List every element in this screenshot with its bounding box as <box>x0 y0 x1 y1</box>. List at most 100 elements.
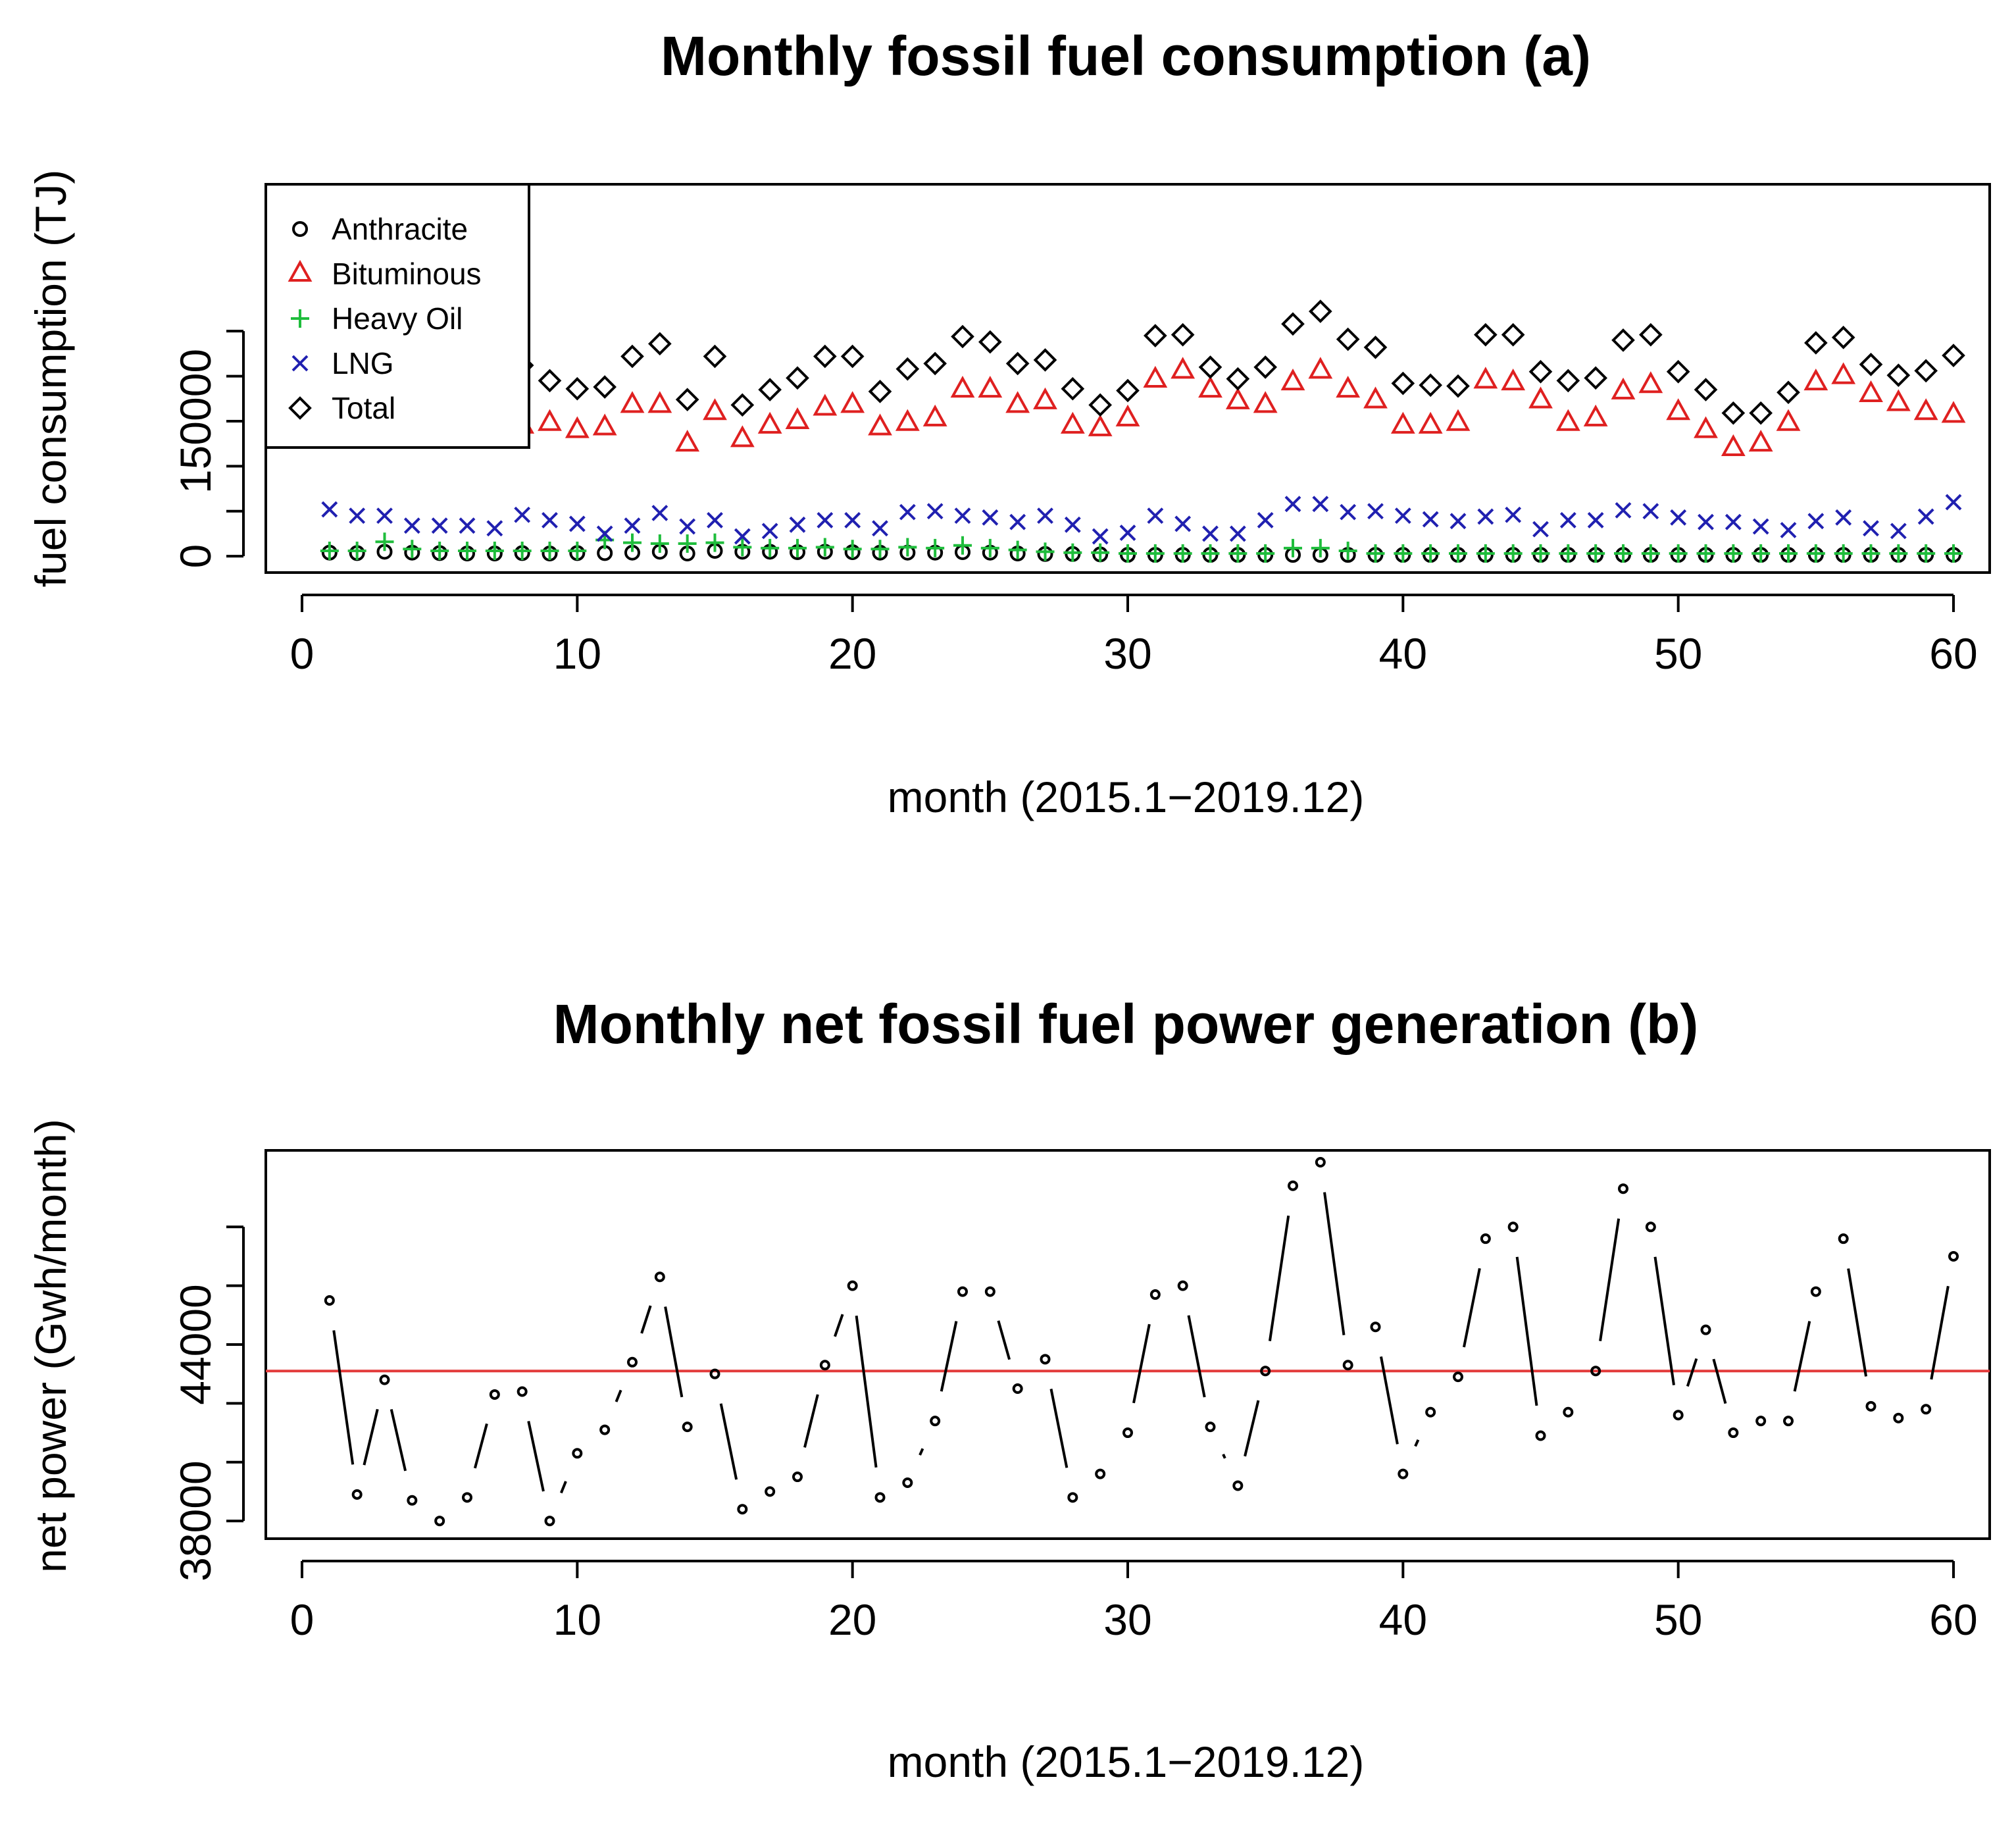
data-point <box>1225 387 1250 409</box>
data-point <box>957 1286 968 1297</box>
data-point <box>648 332 672 356</box>
series-lng <box>321 494 1962 545</box>
chart-b-x-tick-label: 50 <box>1654 1595 1702 1644</box>
data-point <box>459 517 476 534</box>
data-point <box>1453 1372 1463 1383</box>
chart-a-legend: Anthracite Bituminous Heavy Oil LNG Total <box>265 183 530 449</box>
chart-b-plot-frame <box>265 1149 1991 1540</box>
data-point <box>978 330 1002 354</box>
data-point <box>1033 387 1057 409</box>
data-point <box>624 517 641 534</box>
series-total <box>318 299 1965 425</box>
data-point <box>620 391 645 413</box>
chart-b-axes: 0 10 20 30 40 50 60 38000 44000 <box>171 1225 1978 1644</box>
data-point <box>1394 507 1411 525</box>
data-point <box>1587 512 1604 528</box>
line-segment <box>1268 1215 1290 1342</box>
data-point <box>737 1504 748 1515</box>
data-point <box>1917 508 1934 525</box>
data-point <box>1037 507 1053 525</box>
data-point <box>895 357 920 381</box>
line-segment <box>1222 1453 1226 1459</box>
data-point <box>922 404 947 426</box>
data-point <box>1088 414 1113 436</box>
data-point <box>789 516 806 533</box>
data-point <box>1477 508 1494 525</box>
data-point <box>1446 409 1471 431</box>
data-point <box>951 324 974 349</box>
data-point <box>1281 312 1305 336</box>
legend-item: Heavy Oil <box>291 301 463 336</box>
data-point <box>1144 324 1167 347</box>
data-point <box>1311 538 1330 557</box>
chart-b: Monthly net fossil fuel power generation… <box>26 993 1991 1786</box>
data-point <box>1673 1410 1684 1421</box>
data-point <box>620 344 644 369</box>
line-segment <box>1599 1218 1621 1342</box>
line-segment <box>473 1423 488 1469</box>
data-point <box>874 1492 886 1503</box>
data-point <box>788 538 807 557</box>
data-point <box>1721 434 1746 457</box>
data-point <box>1005 351 1030 376</box>
line-segment <box>664 1306 684 1398</box>
data-point <box>923 351 947 376</box>
legend-marker <box>288 396 312 420</box>
data-point <box>792 1472 803 1483</box>
data-point <box>1921 1404 1932 1415</box>
data-point <box>1147 507 1164 525</box>
line-segment <box>1793 1321 1811 1392</box>
data-point <box>1228 544 1247 563</box>
data-point <box>1012 1383 1023 1395</box>
data-point <box>647 391 672 413</box>
line-segment <box>1515 1256 1538 1406</box>
data-point <box>1005 391 1030 413</box>
data-point <box>730 425 755 448</box>
data-point <box>868 380 892 403</box>
data-point <box>707 512 723 528</box>
data-point <box>320 541 339 560</box>
data-point <box>1641 544 1660 563</box>
data-point <box>815 538 834 557</box>
legend-item: Total <box>288 391 395 425</box>
data-point <box>1061 376 1085 401</box>
data-point <box>1421 544 1440 563</box>
data-point <box>1559 512 1576 528</box>
line-segment <box>1187 1315 1206 1398</box>
data-point <box>1694 378 1718 401</box>
chart-b-y-axis-label: net power (Gwh/month) <box>26 1119 75 1573</box>
data-point <box>1340 503 1357 521</box>
data-point <box>654 1271 665 1283</box>
data-point <box>1067 1492 1078 1503</box>
chart-a-x-tick-label: 40 <box>1379 629 1427 678</box>
data-point <box>1944 544 1963 563</box>
data-point <box>1556 369 1580 393</box>
data-point <box>1370 1321 1381 1333</box>
data-point <box>870 540 890 559</box>
data-point <box>1503 544 1523 563</box>
data-point <box>650 534 669 553</box>
data-point <box>1174 515 1192 532</box>
data-point <box>1724 544 1743 563</box>
data-point <box>1288 1180 1298 1191</box>
data-point <box>1532 521 1549 538</box>
data-point <box>1363 335 1388 359</box>
chart-b-title: Monthly net fossil fuel power generation… <box>553 993 1699 1055</box>
data-point <box>1260 1366 1271 1377</box>
chart-a-axes: 0 10 20 30 40 50 60 0 150000 <box>171 330 1978 678</box>
data-point <box>1694 416 1718 438</box>
data-point <box>843 540 862 559</box>
data-point <box>568 541 587 560</box>
data-point <box>840 344 865 369</box>
data-point <box>1425 1406 1436 1418</box>
chart-b-x-tick-label: 60 <box>1929 1595 1977 1644</box>
data-point <box>1945 494 1962 511</box>
legend-marker <box>288 259 313 282</box>
data-point <box>757 411 782 434</box>
data-point <box>817 512 834 528</box>
data-point <box>1119 525 1136 542</box>
data-point <box>1173 544 1192 563</box>
data-point <box>599 1424 611 1435</box>
data-point <box>403 517 420 534</box>
data-point <box>1563 1406 1574 1418</box>
